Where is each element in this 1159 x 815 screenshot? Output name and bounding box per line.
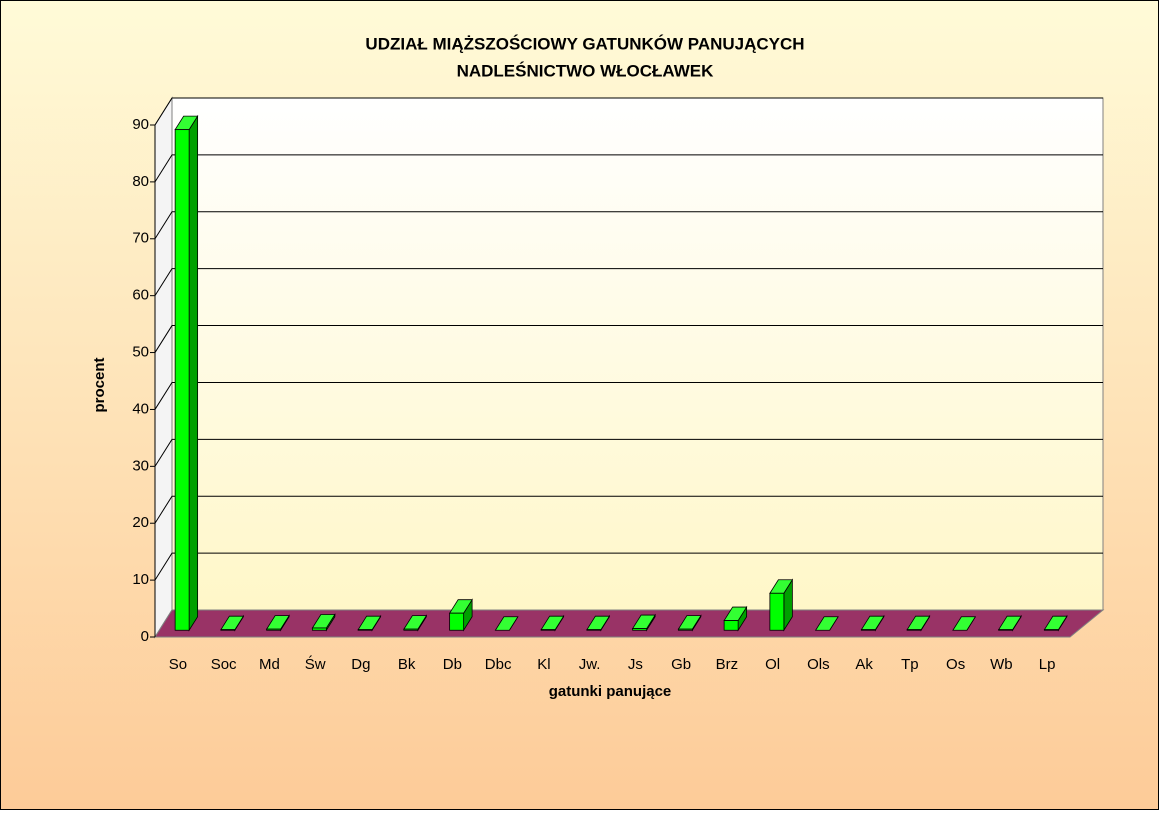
x-tick-label: Gb (671, 656, 691, 673)
bar (357, 629, 373, 631)
y-tick-label: 40 (132, 400, 149, 417)
bar-top (814, 616, 839, 631)
grid-line (154, 495, 1103, 524)
chart-title: UDZIAŁ MIĄŻSZOŚCIOWY GATUNKÓW PANUJĄCYCH (365, 34, 804, 53)
y-tick-label: 80 (132, 173, 149, 190)
x-tick-label: Wb (990, 656, 1013, 673)
y-tick-label: 70 (132, 230, 149, 247)
y-tick-label: 20 (132, 514, 149, 531)
bar (266, 628, 282, 631)
x-tick-label: Jw. (579, 656, 601, 673)
x-axis-title: gatunki panujące (549, 683, 672, 700)
x-tick-label: Tp (901, 656, 919, 673)
bar (906, 629, 922, 631)
bar (220, 629, 236, 631)
y-tick-label: 0 (141, 628, 149, 645)
grid-line (154, 325, 1103, 353)
grid-line (154, 268, 1103, 296)
x-tick-label: Soc (211, 656, 237, 673)
bar-top (952, 616, 977, 631)
y-tick-label: 90 (132, 116, 149, 133)
bar (677, 628, 693, 631)
y-tick-label: 50 (132, 344, 149, 361)
y-tick-label: 60 (132, 287, 149, 304)
x-tick-label: Os (946, 656, 965, 673)
y-tick-label: 10 (132, 571, 149, 588)
y-axis-title: procent (91, 357, 108, 412)
grid-line (154, 438, 1103, 467)
x-tick-label: So (169, 656, 187, 673)
bar (174, 129, 190, 631)
bar (860, 629, 876, 631)
grid-line (154, 211, 1103, 240)
back-wall (171, 97, 1104, 611)
bar (769, 592, 785, 631)
x-tick-label: Db (443, 656, 462, 673)
side-wall (154, 96, 173, 639)
grid-line (154, 381, 1103, 410)
bar (586, 629, 602, 631)
bar (723, 620, 739, 631)
bar (403, 628, 419, 631)
bar-top (494, 616, 519, 631)
bar (998, 629, 1014, 631)
grid-line (154, 97, 1103, 126)
y-tick-label: 30 (132, 457, 149, 474)
bar (311, 627, 327, 631)
bar-side (188, 114, 199, 632)
bar (1043, 629, 1059, 631)
bar (449, 612, 465, 631)
x-tick-label: Brz (716, 656, 739, 673)
chart-title: NADLEŚNICTWO WŁOCŁAWEK (457, 61, 715, 80)
x-tick-label: Kl (537, 656, 550, 673)
x-tick-label: Św (305, 655, 326, 673)
x-tick-label: Ols (807, 656, 830, 673)
bar (632, 628, 648, 631)
x-tick-label: Js (628, 656, 643, 673)
grid-line (154, 154, 1103, 183)
x-tick-label: Ol (765, 656, 780, 673)
x-tick-label: Bk (398, 656, 416, 673)
bar (540, 629, 556, 631)
x-tick-label: Dbc (485, 656, 512, 673)
grid-line (154, 552, 1103, 581)
x-tick-label: Lp (1039, 656, 1056, 673)
x-tick-label: Md (259, 656, 280, 673)
x-tick-label: Ak (855, 656, 873, 673)
x-tick-label: Dg (351, 656, 370, 673)
